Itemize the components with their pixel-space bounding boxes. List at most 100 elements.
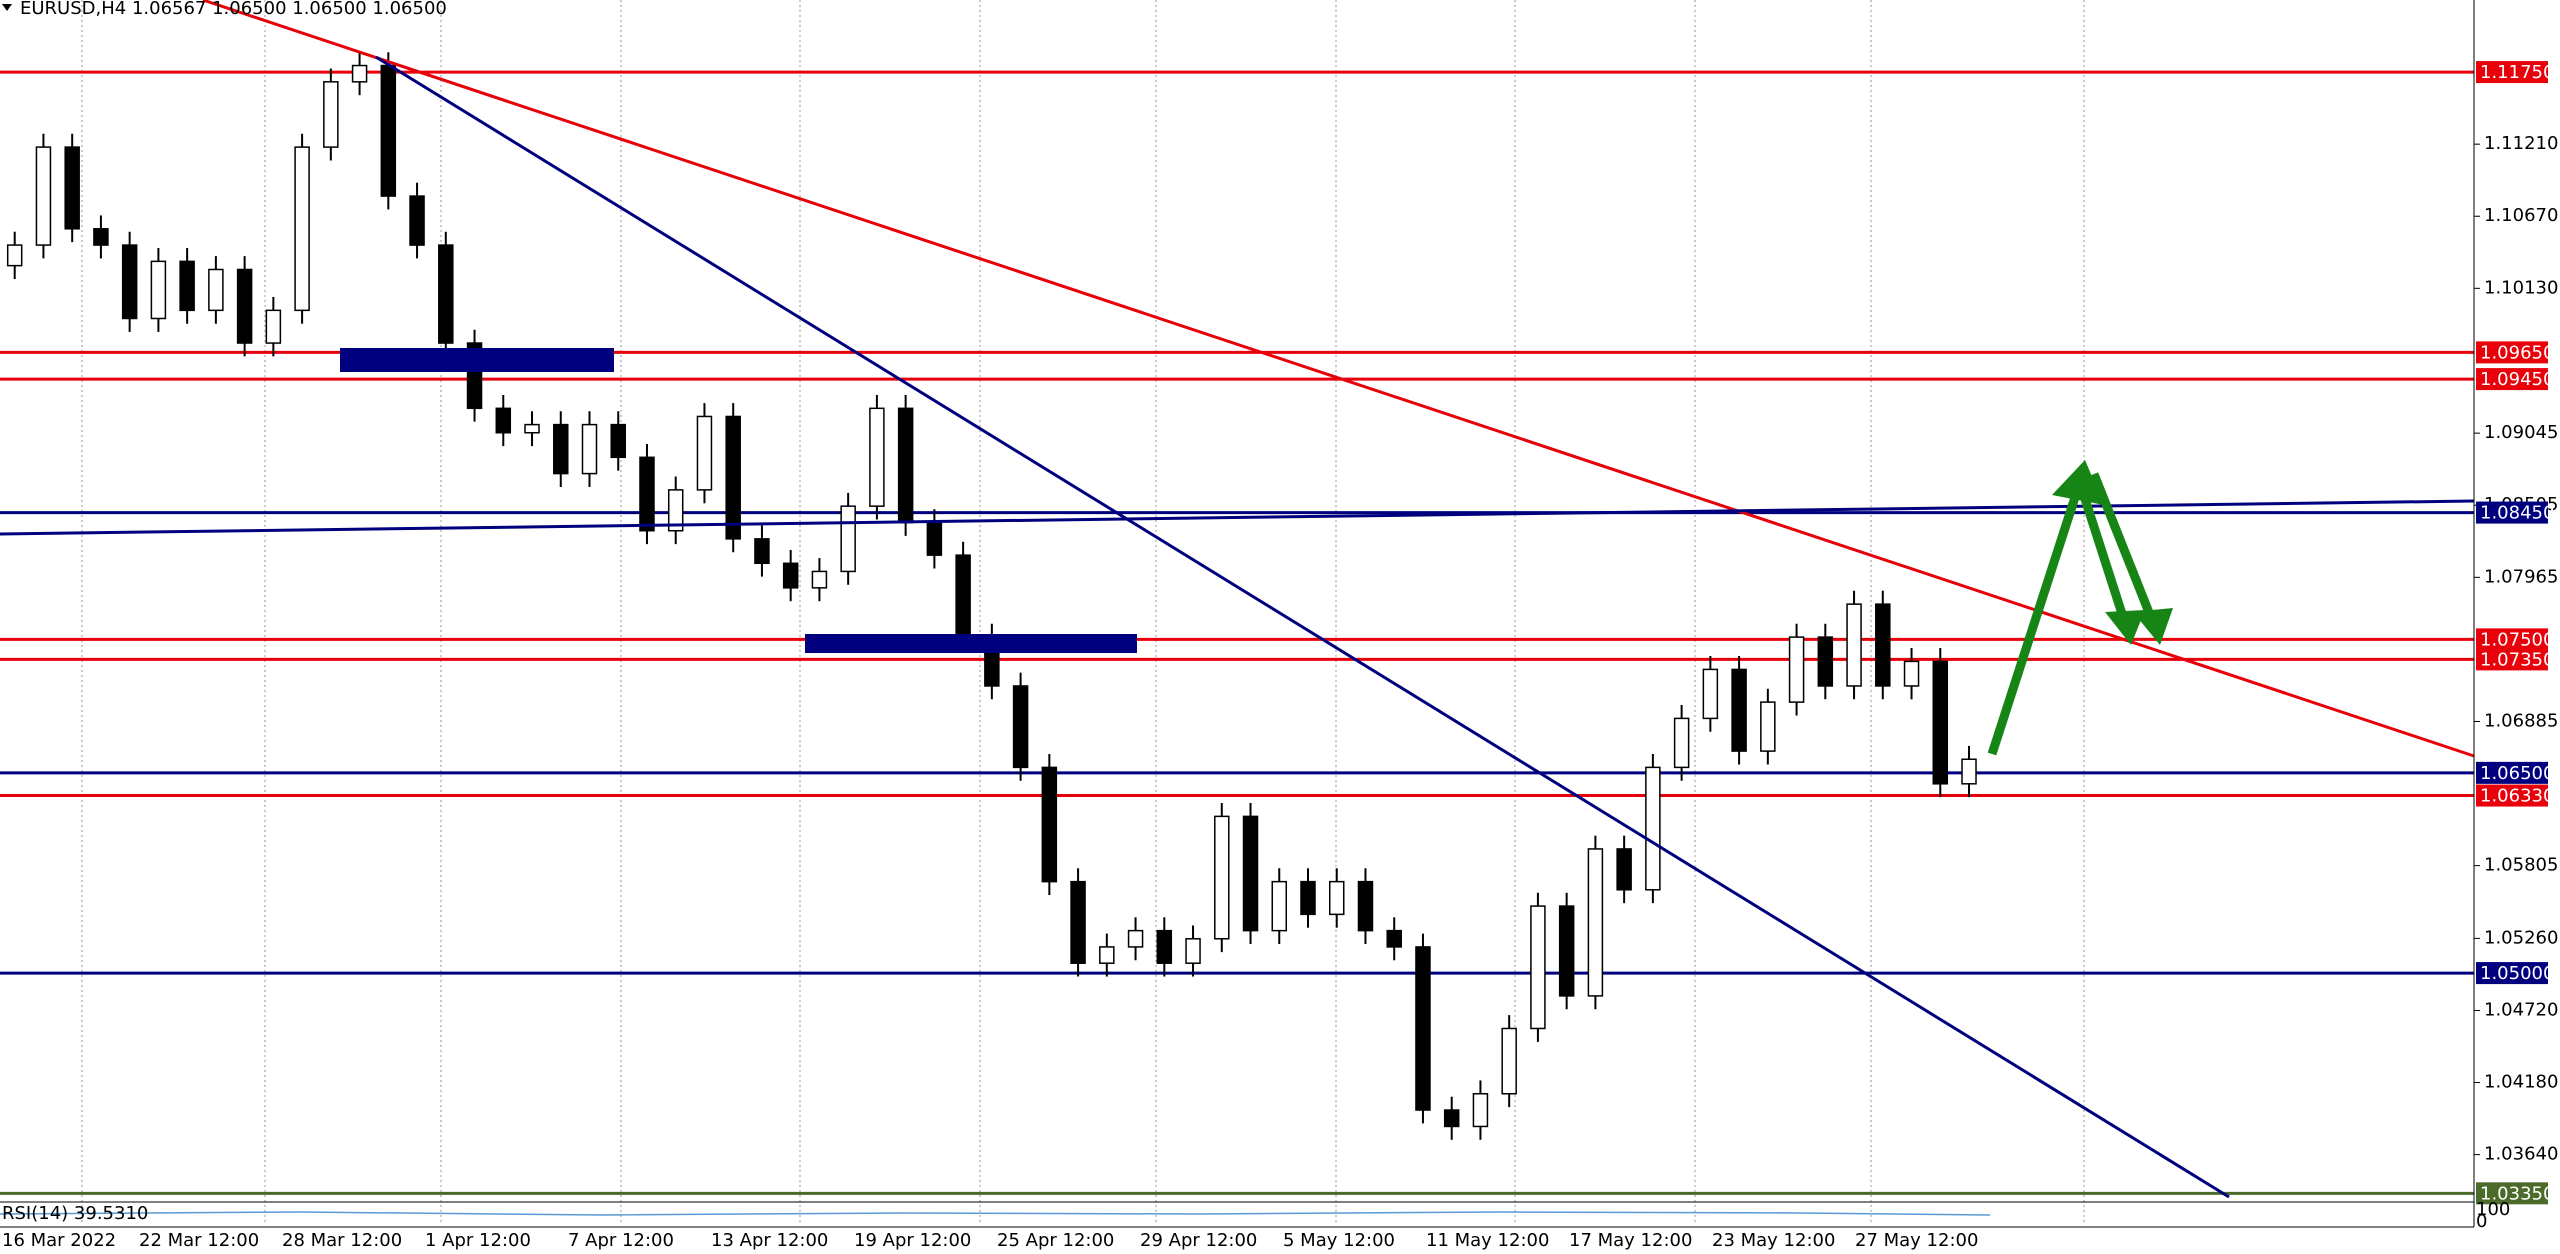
candle-body (380, 64, 397, 197)
x-tick-label: 5 May 12:00 (1283, 1230, 1395, 1251)
x-tick-label: 16 Mar 2022 (2, 1230, 116, 1251)
candle-body (639, 456, 655, 532)
level-label-box (2476, 368, 2548, 391)
level-label-box (2476, 628, 2548, 651)
candle-body (1127, 929, 1144, 948)
level-label: 1.07350 (2480, 649, 2554, 670)
candle-body (208, 268, 224, 312)
x-tick-label: 19 Apr 12:00 (854, 1230, 971, 1251)
y-tick-label: 1.06885 (2484, 710, 2558, 731)
y-tick-label: 1.07965 (2484, 566, 2558, 587)
y-tick-label: 1.11210 (2484, 133, 2558, 154)
candle-body (926, 521, 943, 556)
candle-body (553, 423, 569, 475)
y-tick-label: 1.10130 (2484, 277, 2558, 298)
x-tick-label: 25 Apr 12:00 (997, 1230, 1114, 1251)
candle-body (610, 423, 626, 459)
candle-body (1041, 766, 1058, 883)
x-tick-label: 17 May 12:00 (1569, 1230, 1692, 1251)
candle-body (840, 505, 856, 573)
candle-body (1817, 636, 1834, 687)
candle-body (782, 562, 799, 589)
candle-body (1099, 946, 1115, 964)
level-label: 1.06330 (2480, 786, 2554, 807)
zone (805, 634, 1137, 653)
x-tick-label: 13 Apr 12:00 (711, 1230, 828, 1251)
candle-body (581, 423, 598, 475)
forecast-arrows (1987, 460, 2173, 756)
candle-body (1530, 905, 1546, 1030)
y-tick-label: 1.05805 (2484, 855, 2558, 876)
candle-body (754, 538, 770, 565)
y-tick-label: 1.05260 (2484, 927, 2558, 948)
candle-body (1214, 815, 1230, 940)
x-tick-label: 1 Apr 12:00 (425, 1230, 531, 1251)
level-label: 1.07500 (2480, 629, 2554, 650)
candle-body (725, 415, 741, 540)
candle-body (1185, 938, 1201, 964)
candle-body (1961, 758, 1977, 785)
level-label-box (2476, 61, 2548, 84)
candle-body (1012, 685, 1029, 769)
candle-body (1846, 603, 1862, 687)
x-tick-label: 11 May 12:00 (1426, 1230, 1549, 1251)
x-tick-label: 29 Apr 12:00 (1140, 1230, 1257, 1251)
level-label: 1.11750 (2480, 62, 2554, 83)
candle-body (1415, 946, 1431, 1111)
level-label-box (2476, 648, 2548, 671)
dropdown-icon (2, 4, 12, 11)
candle-body (897, 407, 914, 524)
level-label-box (2476, 784, 2548, 807)
candle-body (1386, 929, 1402, 948)
candle-body (955, 554, 971, 638)
level-label-box (2476, 1182, 2548, 1205)
candle-body (1875, 603, 1891, 687)
candle-body (1932, 660, 1949, 785)
candle-body (1558, 905, 1575, 997)
level-label: 1.03350 (2480, 1183, 2554, 1204)
level-label: 1.06500 (2480, 763, 2554, 784)
y-tick-label: 1.03640 (2484, 1144, 2558, 1165)
zone (340, 348, 614, 372)
level-label: 1.05000 (2480, 963, 2554, 984)
level-label-box (2476, 501, 2548, 524)
candle-body (1242, 815, 1259, 932)
candle-body (1271, 880, 1288, 932)
candle-body (1702, 668, 1719, 720)
candle-body (495, 407, 512, 434)
candle-body (351, 64, 368, 83)
candle-body (696, 415, 713, 491)
candle-body (64, 146, 80, 230)
level-label-box (2476, 341, 2548, 364)
x-tick-label: 27 May 12:00 (1855, 1230, 1978, 1251)
level-label: 1.09650 (2480, 342, 2554, 363)
x-tick-label: 28 Mar 12:00 (282, 1230, 402, 1251)
candle-body (294, 146, 310, 312)
candle-body (150, 260, 167, 320)
indicator-tick-label: 100 (2476, 1199, 2510, 1220)
candle-body (1645, 766, 1661, 891)
candle-body (265, 309, 282, 344)
y-tick-label: 1.04720 (2484, 999, 2558, 1020)
candle-body (667, 489, 684, 532)
level-label: 1.08450 (2480, 503, 2554, 524)
level-label: 1.09450 (2480, 369, 2554, 390)
candles (6, 52, 1977, 1140)
indicator-tick-label: 0 (2476, 1211, 2487, 1232)
y-tick-label: 1.10670 (2484, 205, 2558, 226)
candle-body (6, 244, 23, 267)
candle-body (1673, 717, 1690, 769)
candle-body (236, 268, 253, 344)
vertical-grid (81, 0, 2085, 1225)
candle-body (179, 260, 195, 312)
candle-body (1472, 1092, 1489, 1128)
y-tick-label: 1.09045 (2484, 422, 2558, 443)
candle-body (438, 244, 454, 344)
candle-body (1357, 880, 1374, 932)
candle-body (811, 570, 828, 589)
candle-body (409, 195, 425, 246)
candle-body (35, 146, 52, 246)
candle-body (1328, 880, 1345, 916)
candle-body (323, 81, 339, 148)
candle-body (1070, 880, 1086, 964)
